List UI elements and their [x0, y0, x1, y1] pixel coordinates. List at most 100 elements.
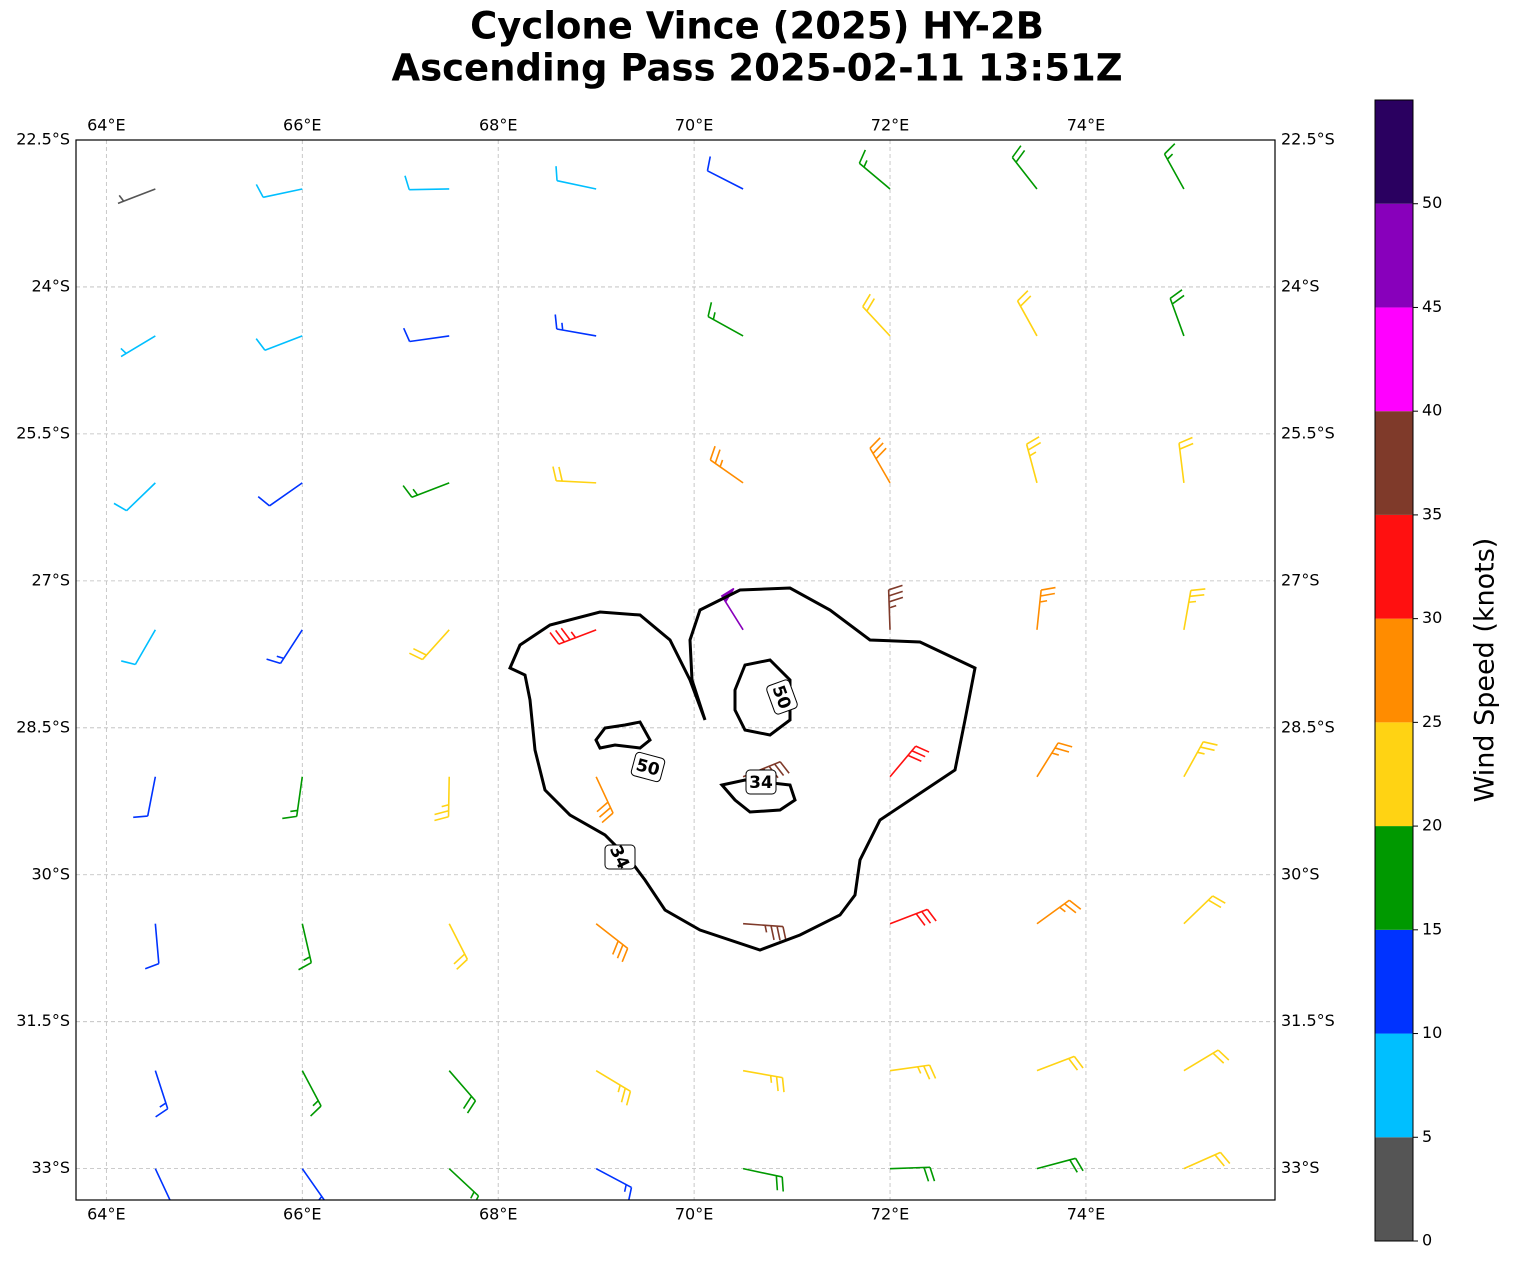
wind-barb	[595, 1167, 633, 1200]
wind-barb	[595, 923, 629, 963]
wind-barb	[1178, 436, 1194, 483]
wind-barb	[402, 327, 450, 343]
colorbar-segment	[1375, 826, 1413, 930]
wind-barb	[255, 335, 303, 352]
wind-barb	[282, 776, 304, 820]
x-tick-label: 70°E	[675, 1205, 713, 1224]
y-tick-label: 27°S	[31, 570, 70, 589]
colorbar: 0 5 10 15 20 25 30 35 40 45 50	[1374, 99, 1442, 1250]
wind-barb	[1169, 289, 1185, 337]
colorbar-tick-label: 30	[1422, 608, 1442, 627]
colorbar-segment	[1375, 514, 1413, 619]
wind-barb	[1036, 586, 1056, 630]
wind-barb	[707, 302, 744, 337]
wind-barb	[301, 1070, 322, 1117]
contour-label: 50	[766, 679, 798, 715]
colorbar-tick-label: 0	[1422, 1231, 1432, 1250]
colorbar-frame	[1374, 99, 1414, 1242]
x-tick-label: 66°E	[283, 1205, 321, 1224]
wind-barb	[113, 482, 156, 512]
x-tick-label: 68°E	[479, 116, 517, 135]
wind-barb	[742, 761, 790, 781]
x-tick-label: 74°E	[1067, 116, 1105, 135]
wind-barb	[1183, 1151, 1231, 1170]
wind-barb	[257, 482, 303, 507]
wind-barb	[409, 629, 450, 661]
x-tick-label: 66°E	[283, 116, 321, 135]
contours: 34 34 50 50	[508, 586, 977, 952]
wind-barb	[448, 1168, 480, 1200]
wind-barb	[743, 922, 787, 941]
colorbar-tick-label: 40	[1422, 401, 1442, 420]
wind-barb	[1036, 1055, 1084, 1072]
x-tick-label: 72°E	[871, 1205, 909, 1224]
wind-barb	[889, 1064, 937, 1080]
wind-barb	[404, 175, 450, 191]
wind-barb	[120, 335, 156, 358]
wind-barb	[1183, 895, 1226, 925]
contour-label: 34	[604, 842, 636, 873]
wind-barb	[709, 445, 744, 484]
wind-barb	[144, 923, 160, 970]
wind-barb	[266, 629, 303, 665]
y-tick-label: 22.5°S	[16, 130, 70, 149]
y-tick-label: 28.5°S	[1281, 717, 1335, 736]
wind-barb	[434, 776, 451, 822]
chart-subtitle: Ascending Pass 2025-02-11 13:51Z	[391, 47, 1122, 90]
colorbar-segment	[1375, 411, 1413, 515]
colorbar-tick-label: 20	[1422, 816, 1442, 835]
wind-barb	[1183, 1049, 1230, 1072]
colorbar-segment	[1375, 203, 1413, 308]
wind-barb	[552, 466, 597, 484]
contour-label-text: 34	[749, 773, 773, 793]
wind-barb	[595, 1069, 632, 1106]
y-tick-label: 33°S	[1281, 1158, 1320, 1177]
wind-barb	[889, 745, 930, 778]
wind-barb	[862, 293, 891, 337]
wind-barb	[402, 482, 450, 498]
colorbar-segment	[1375, 929, 1413, 1034]
wind-barb	[706, 156, 744, 190]
colorbar-tick-label: 50	[1422, 193, 1442, 212]
wind-barb	[889, 1166, 936, 1182]
y-tick-label: 30°S	[1281, 864, 1320, 883]
wind-barb	[117, 188, 156, 205]
colorbar-segment	[1375, 307, 1413, 412]
wind-barb	[554, 314, 597, 337]
y-tick-label: 31.5°S	[1281, 1011, 1335, 1030]
x-tick-label: 74°E	[1067, 1205, 1105, 1224]
wind-barb	[154, 1070, 169, 1118]
wind-barb	[869, 437, 891, 484]
wind-barb	[549, 627, 597, 645]
grid	[76, 139, 1275, 1200]
wind-barb	[1016, 290, 1038, 337]
colorbar-segment	[1375, 722, 1413, 827]
y-tick-label: 33°S	[31, 1158, 70, 1177]
wind-barb	[1183, 588, 1206, 630]
wind-barb	[595, 776, 614, 824]
wind-barb	[121, 629, 157, 666]
barb-field	[113, 143, 1231, 1200]
wind-barb	[742, 1069, 785, 1093]
colorbar-tick-label: 10	[1422, 1023, 1442, 1042]
x-tick-label: 68°E	[479, 1205, 517, 1224]
wind-barb	[887, 584, 904, 630]
wind-barb	[555, 166, 597, 190]
x-tick-label: 70°E	[675, 116, 713, 135]
y-tick-label: 24°S	[1281, 276, 1320, 295]
wind-barb	[1163, 143, 1185, 190]
wind-barb	[1036, 899, 1082, 925]
wind-barb	[1036, 742, 1073, 778]
wind-barb	[1183, 741, 1218, 778]
y-tick-label: 30°S	[31, 864, 70, 883]
x-tick-label: 64°E	[87, 116, 125, 135]
wind-barb	[255, 184, 303, 199]
wind-barb	[1011, 145, 1038, 190]
y-tick-label: 27°S	[1281, 570, 1320, 589]
wind-barb	[858, 149, 891, 190]
chart-title: Cyclone Vince (2025) HY-2B	[470, 5, 1044, 48]
y-tick-label: 25.5°S	[1281, 423, 1335, 442]
contour-50	[594, 720, 652, 750]
wind-barb	[889, 908, 937, 926]
